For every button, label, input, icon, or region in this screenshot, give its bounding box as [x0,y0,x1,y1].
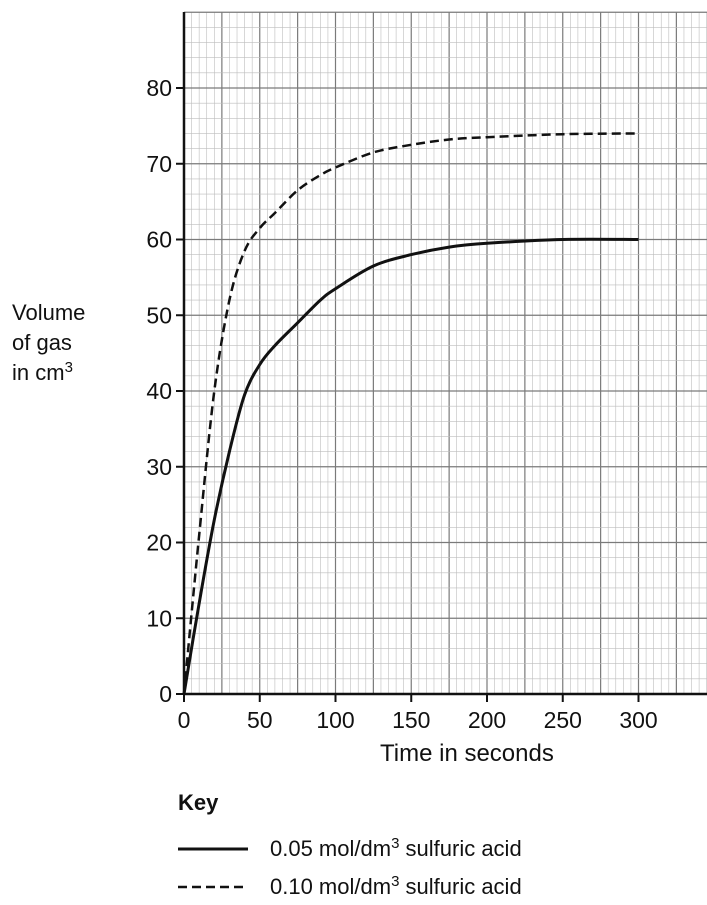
y-axis-label: Volume of gas in cm3 [12,298,85,388]
x-tick-label: 0 [178,707,191,733]
y-tick-label: 10 [146,605,172,631]
y-axis-label-line-3: in cm3 [12,359,73,385]
x-tick-label: 150 [392,707,430,733]
series-lines [182,132,639,695]
x-tick-label: 250 [544,707,582,733]
tick-labels: 0 10 20 30 40 50 60 70 80 0 50 100 150 200 250 300 [146,75,657,733]
solid-line-swatch [178,847,248,851]
x-tick-label: 300 [619,707,657,733]
grid [183,11,707,695]
y-tick-label: 60 [146,227,172,253]
y-tick-label: 40 [146,378,172,404]
key-item-dashed: 0.10 mol/dm3 sulfuric acid [178,872,522,902]
key-item-label: 0.10 mol/dm3 sulfuric acid [270,873,522,899]
y-tick-label: 70 [146,151,172,177]
y-tick-label: 50 [146,302,172,328]
key-item-solid: 0.05 mol/dm3 sulfuric acid [178,834,522,864]
y-tick-label: 80 [146,75,172,101]
x-axis-label: Time in seconds [380,740,554,767]
dashed-line-swatch [178,885,248,889]
key-title: Key [178,790,219,815]
series-line-005-acid [182,237,639,695]
chart-svg: 0 10 20 30 40 50 60 70 80 0 50 100 150 200 250 300 [146,11,707,733]
y-tick-label: 20 [146,530,172,556]
x-tick-label: 100 [316,707,354,733]
x-tick-label: 50 [247,707,273,733]
y-tick-label: 0 [159,681,172,707]
axes [182,12,707,696]
x-tick-label: 200 [468,707,506,733]
key-item-label: 0.05 mol/dm3 sulfuric acid [270,835,522,861]
series-line-010-acid [182,132,639,695]
y-axis-label-line-1: Volume [12,300,86,325]
y-axis-label-line-2: of gas [12,330,72,355]
y-tick-label: 30 [146,454,172,480]
